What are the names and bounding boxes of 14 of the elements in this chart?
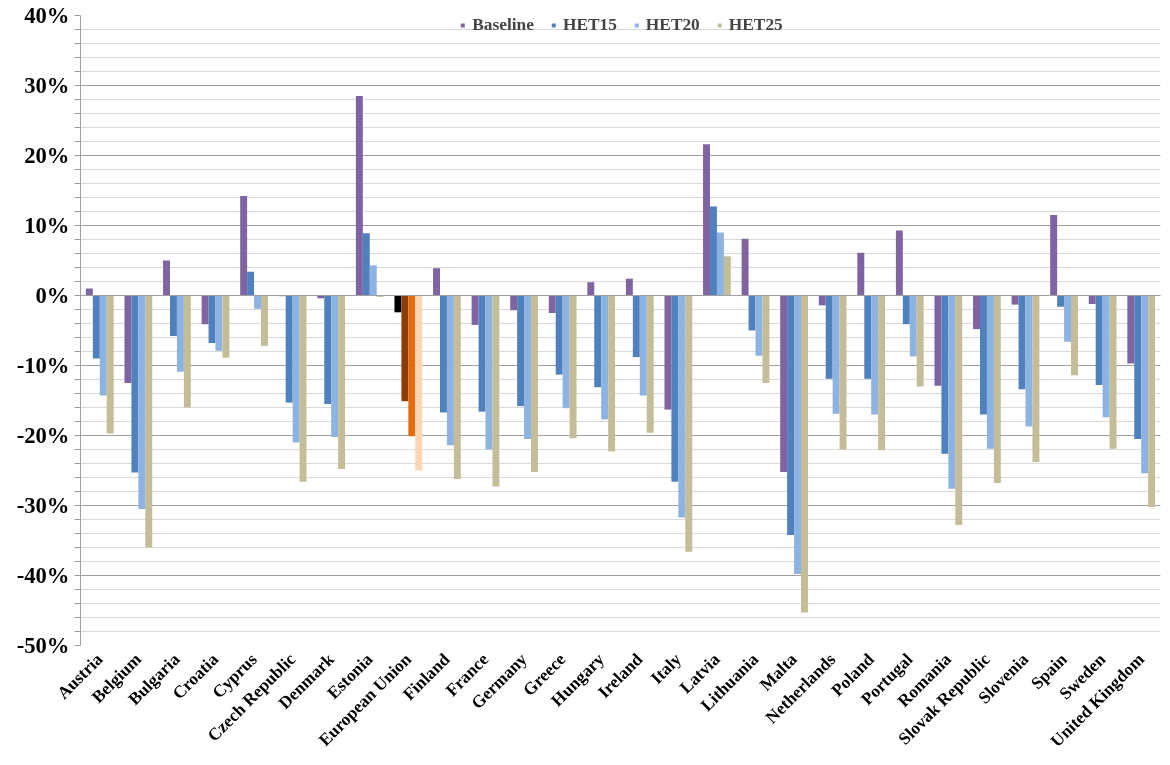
y-tick-label: -30% [16, 493, 70, 518]
y-tick-label: -50% [16, 633, 70, 658]
legend-label: HET15 [562, 15, 617, 35]
legend-label: Baseline [472, 15, 534, 35]
legend-label: HET25 [728, 15, 783, 35]
y-tick-label: 20% [24, 143, 70, 168]
y-tick-label: 30% [24, 73, 70, 98]
y-tick-label: -10% [16, 353, 70, 378]
y-tick-label: -40% [16, 563, 70, 588]
y-tick-label: 40% [24, 3, 70, 28]
y-tick-label: 0% [35, 283, 70, 308]
y-tick-label: -20% [16, 423, 70, 448]
y-tick-label: 10% [24, 213, 70, 238]
legend-label: HET20 [645, 15, 700, 35]
